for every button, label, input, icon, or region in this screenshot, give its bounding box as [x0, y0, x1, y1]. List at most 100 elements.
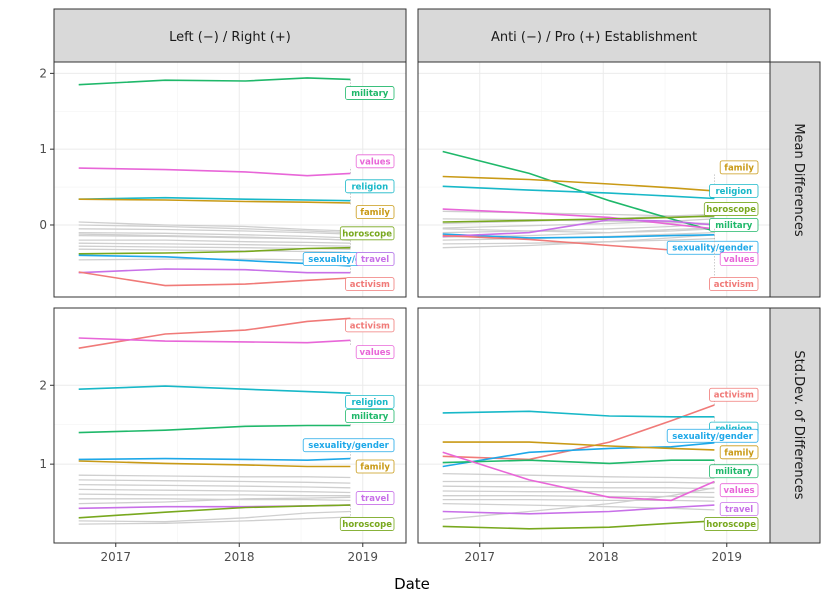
series-line-other — [442, 218, 715, 229]
series-line-other — [78, 488, 351, 494]
series-line-travel — [78, 268, 351, 274]
panel-left-right-mean: military values religion family horoscope sex… — [39, 61, 407, 298]
series-line-sexuality-gender — [78, 457, 351, 462]
series-label-family: family — [360, 208, 390, 218]
y-tick-label: 2 — [39, 378, 47, 392]
series-label-box-values — [355, 154, 395, 169]
x-tick-label: 2019 — [347, 550, 378, 564]
series-line-other — [78, 233, 351, 241]
series-line-other — [442, 480, 715, 484]
x-tick-label: 2017 — [100, 550, 131, 564]
series-label-values: values — [360, 157, 391, 167]
series-label-box-horoscope — [703, 517, 759, 531]
panel-border — [417, 61, 771, 298]
series-label-activism: activism — [350, 321, 390, 331]
series-label-box-sexuality-gender — [302, 438, 395, 453]
strip-row-stddev-label: Std.Dev. of Differences — [791, 350, 806, 499]
series-line-travel — [442, 218, 715, 238]
strip-row-mean — [769, 61, 821, 298]
series-label-box-travel — [719, 502, 759, 516]
series-label-values: values — [360, 348, 391, 358]
series-label-box-family — [719, 445, 759, 460]
series-line-other — [442, 234, 715, 249]
series-line-other — [442, 485, 715, 490]
series-label-horoscope: horoscope — [706, 520, 756, 530]
series-label-box-family — [355, 459, 395, 474]
series-label-box-military — [345, 409, 395, 423]
series-label-box-horoscope — [703, 202, 759, 216]
strip-column-left-right-label: Left (−) / Right (+) — [169, 30, 291, 45]
series-line-other — [442, 472, 715, 479]
panel-establishment-mean: family religion horoscope military sexuality… — [417, 61, 771, 298]
series-label-values: values — [724, 486, 755, 496]
series-label-values: values — [724, 255, 755, 265]
series-label-family: family — [724, 448, 754, 458]
panel-background — [418, 62, 770, 297]
series-label-box-travel — [355, 491, 395, 505]
series-label-box-activism — [709, 277, 759, 292]
y-tick-label: 0 — [39, 218, 47, 232]
series-label-military: military — [351, 412, 389, 422]
series-label-box-travel — [355, 252, 395, 266]
series-label-travel: travel — [725, 505, 753, 515]
strip-column-establishment-label: Anti (−) / Pro (+) Establishment — [491, 30, 697, 45]
series-line-horoscope — [78, 246, 351, 255]
series-line-family — [78, 198, 351, 204]
x-tick-label: 2018 — [224, 550, 255, 564]
series-label-box-values — [355, 345, 395, 360]
strip-column-establishment — [417, 8, 771, 63]
x-axis-left: 2017 2018 2019 — [100, 543, 378, 564]
series-line-activism — [442, 404, 715, 461]
series-line-values — [442, 208, 715, 230]
series-label-box-military — [709, 218, 759, 232]
series-label-family: family — [360, 463, 390, 473]
series-line-other — [78, 224, 351, 234]
series-label-activism: activism — [714, 280, 754, 290]
series-line-religion — [78, 385, 351, 394]
panel-left-right-stddev: activism values religion military sexuality/… — [39, 307, 407, 544]
y-tick-label: 1 — [39, 142, 47, 156]
series-label-sexuality-gender: sexuality/gender — [672, 244, 753, 254]
strip-column-left-right — [53, 8, 407, 63]
strip-row-mean-label: Mean Differences — [791, 123, 806, 237]
series-label-sexuality-gender: sexuality/gender — [308, 441, 389, 451]
series-line-other — [442, 502, 715, 511]
series-label-box-family — [355, 205, 395, 219]
series-label-sexuality-gender: sexuality/gender — [308, 255, 389, 265]
series-line-other — [78, 221, 351, 232]
series-line-other — [442, 487, 715, 520]
panel-border — [417, 307, 771, 544]
y-tick-label: 2 — [39, 66, 47, 80]
series-label-box-military — [709, 464, 759, 479]
series-line-other — [78, 483, 351, 489]
series-line-other — [78, 510, 351, 523]
series-line-activism — [78, 317, 351, 349]
series-label-box-sexuality-gender — [666, 240, 759, 255]
series-label-travel: travel — [361, 255, 389, 265]
series-line-family — [442, 441, 715, 451]
series-line-values — [78, 337, 351, 344]
panel-border — [53, 307, 407, 544]
series-line-other — [78, 474, 351, 479]
series-label-activism: activism — [714, 391, 754, 401]
series-label-box-values — [719, 483, 759, 498]
series-line-military — [78, 77, 351, 86]
series-line-other — [442, 228, 715, 234]
y-tick-label: 1 — [39, 457, 47, 471]
series-label-military: military — [715, 221, 753, 231]
series-label-box-activism — [345, 277, 395, 292]
x-tick-label: 2018 — [588, 550, 619, 564]
series-line-values — [442, 451, 715, 502]
series-label-box-horoscope — [339, 226, 395, 241]
series-label-activism: activism — [350, 280, 390, 290]
series-line-military — [78, 424, 351, 434]
series-label-religion: religion — [351, 398, 388, 408]
series-line-other — [78, 239, 351, 244]
series-line-travel — [442, 504, 715, 515]
series-line-activism — [78, 271, 351, 287]
series-label-box-values — [719, 252, 759, 266]
series-label-travel: travel — [361, 494, 389, 504]
series-label-religion: religion — [715, 187, 752, 197]
series-line-other — [78, 231, 351, 239]
series-label-box-military — [345, 86, 395, 100]
